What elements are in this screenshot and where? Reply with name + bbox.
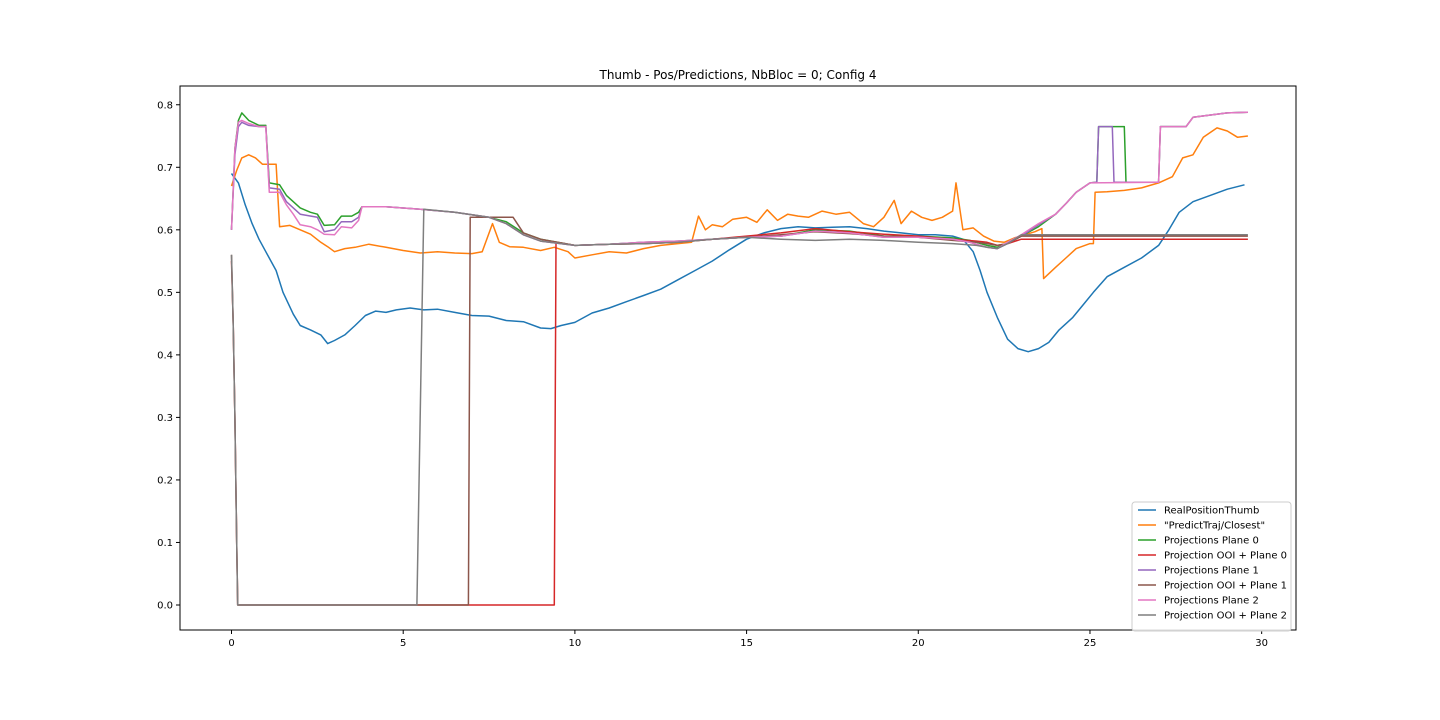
x-tick-label: 10: [569, 638, 582, 649]
legend-label: Projection OOI + Plane 0: [1164, 551, 1287, 562]
legend: RealPositionThumb "PredictTraj/Closest" Pr…: [1131, 501, 1292, 632]
x-tick-label: 15: [740, 638, 753, 649]
x-tick-label: 25: [1084, 638, 1097, 649]
y-tick-label: 0.2: [157, 475, 173, 486]
series-layer: [230, 111, 1248, 606]
y-tick-label: 0.4: [157, 350, 173, 361]
x-tick-label: 20: [912, 638, 925, 649]
series-line-8: [230, 208, 1248, 606]
legend-label: RealPositionThumb: [1164, 506, 1259, 517]
y-axis: 0.0 0.1 0.2 0.3 0.4 0.5 0.6 0.7 0.8: [157, 100, 180, 611]
y-tick-label: 0.0: [157, 600, 173, 611]
legend-label: Projections Plane 0: [1164, 536, 1259, 547]
y-tick-label: 0.1: [157, 538, 173, 549]
x-tick-label: 30: [1255, 638, 1268, 649]
plot-frame: [179, 85, 1297, 631]
y-tick-label: 0.8: [157, 100, 173, 111]
legend-box: [1131, 501, 1292, 632]
legend-label: Projections Plane 1: [1164, 566, 1259, 577]
legend-label: "PredictTraj/Closest": [1164, 521, 1265, 532]
y-tick-label: 0.3: [157, 413, 173, 424]
series-line-2: [230, 127, 1248, 280]
legend-label: Projection OOI + Plane 1: [1164, 581, 1287, 592]
series-line-1: [230, 173, 1245, 353]
y-tick-label: 0.6: [157, 225, 173, 236]
x-tick-label: 0: [228, 638, 234, 649]
legend-label: Projection OOI + Plane 2: [1164, 611, 1287, 622]
legend-label: Projections Plane 2: [1164, 596, 1259, 607]
x-tick-label: 5: [400, 638, 406, 649]
chart-title: Thumb - Pos/Predictions, NbBloc = 0; Con…: [599, 68, 877, 82]
y-tick-label: 0.5: [157, 288, 173, 299]
y-tick-label: 0.7: [157, 163, 173, 174]
x-axis: 0 5 10 15 20 25 30: [228, 630, 1268, 649]
